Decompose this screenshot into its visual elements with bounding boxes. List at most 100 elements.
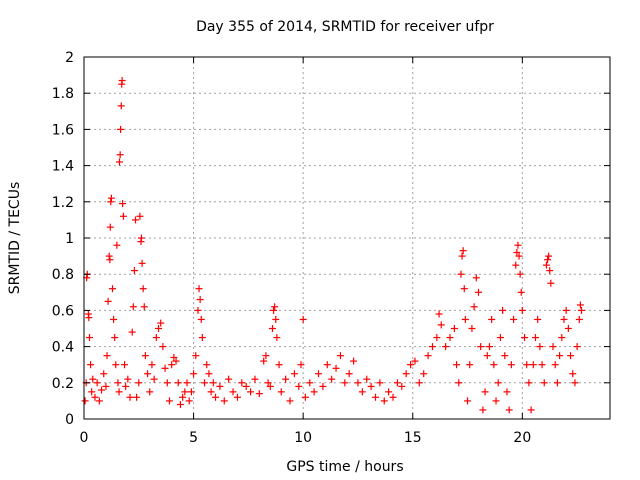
data-point xyxy=(157,319,165,327)
data-point xyxy=(345,370,353,378)
y-tick-label: 0.8 xyxy=(52,267,74,283)
data-point xyxy=(540,379,548,387)
data-point xyxy=(492,397,500,405)
data-point xyxy=(433,334,441,342)
data-point xyxy=(507,361,515,369)
data-point xyxy=(220,397,228,405)
data-point xyxy=(85,314,93,322)
data-point xyxy=(205,370,213,378)
data-point xyxy=(273,334,281,342)
data-point xyxy=(521,334,529,342)
data-point xyxy=(354,379,362,387)
data-point xyxy=(420,370,428,378)
data-point xyxy=(516,270,524,278)
data-point xyxy=(297,361,305,369)
grid-lines xyxy=(84,57,610,419)
data-point xyxy=(104,297,112,305)
data-point xyxy=(464,397,472,405)
data-point xyxy=(442,343,450,351)
data-point xyxy=(138,259,146,267)
y-tick-label: 0.4 xyxy=(52,340,74,356)
data-point xyxy=(201,379,209,387)
data-point xyxy=(553,379,561,387)
data-point xyxy=(481,388,489,396)
data-point xyxy=(475,288,482,296)
y-tick-label: 0.6 xyxy=(52,303,74,319)
data-point xyxy=(100,370,108,378)
data-point xyxy=(141,352,149,360)
data-point xyxy=(428,343,436,351)
data-point xyxy=(458,252,466,260)
x-axis-label: GPS time / hours xyxy=(286,459,403,475)
data-point xyxy=(523,361,531,369)
data-point xyxy=(415,379,423,387)
data-point xyxy=(336,352,344,360)
data-point xyxy=(111,334,119,342)
data-point xyxy=(168,361,176,369)
axis-ticks: 00.20.40.60.811.21.41.61.820 5 10 15 20 xyxy=(52,50,610,446)
data-point xyxy=(315,370,323,378)
data-point xyxy=(569,370,577,378)
data-point xyxy=(496,334,504,342)
data-point xyxy=(187,388,195,396)
y-tick-label: 1.8 xyxy=(52,86,74,102)
data-point xyxy=(483,352,491,360)
data-point xyxy=(575,315,583,323)
data-point xyxy=(117,102,125,110)
data-point xyxy=(551,361,559,369)
data-point xyxy=(306,379,314,387)
x-tick-label: 0 xyxy=(80,430,89,446)
data-point xyxy=(116,151,124,159)
data-point xyxy=(124,375,132,383)
data-point xyxy=(140,303,148,311)
data-point xyxy=(181,388,189,396)
data-point xyxy=(105,252,113,260)
data-point xyxy=(119,212,127,220)
data-point xyxy=(363,375,371,383)
data-point xyxy=(389,393,397,401)
data-point xyxy=(117,125,125,133)
data-point xyxy=(562,306,570,314)
data-point xyxy=(446,334,454,342)
data-point xyxy=(148,361,156,369)
data-point xyxy=(121,361,129,369)
data-point xyxy=(110,315,118,323)
data-point xyxy=(556,352,564,360)
data-point xyxy=(203,361,211,369)
data-point xyxy=(172,357,180,365)
data-point xyxy=(95,397,103,405)
data-point xyxy=(466,361,474,369)
data-point xyxy=(268,325,276,332)
data-point xyxy=(194,306,202,314)
y-tick-label: 2 xyxy=(65,50,74,66)
data-point xyxy=(358,388,366,396)
data-point xyxy=(137,234,145,242)
data-point xyxy=(115,388,123,396)
data-point xyxy=(103,352,111,360)
data-point xyxy=(286,397,294,405)
data-point xyxy=(118,77,126,85)
data-point xyxy=(196,296,204,304)
data-point xyxy=(155,325,163,332)
data-point xyxy=(106,223,114,231)
data-point xyxy=(190,370,198,378)
data-point xyxy=(87,361,95,369)
data-point xyxy=(542,261,550,269)
data-point xyxy=(242,382,250,390)
data-point xyxy=(225,375,233,383)
data-point xyxy=(560,315,568,323)
data-point xyxy=(128,328,136,336)
data-point xyxy=(450,325,458,332)
data-point xyxy=(518,306,526,314)
y-axis-label: SRMTID / TECUs xyxy=(7,182,23,295)
data-point xyxy=(549,343,557,351)
data-point xyxy=(567,352,575,360)
data-point xyxy=(323,361,331,369)
data-point xyxy=(195,285,203,293)
data-point xyxy=(212,393,219,401)
data-point xyxy=(534,315,542,323)
data-point xyxy=(126,393,134,401)
data-point xyxy=(514,241,522,249)
data-point xyxy=(93,379,101,387)
data-point xyxy=(260,357,268,365)
